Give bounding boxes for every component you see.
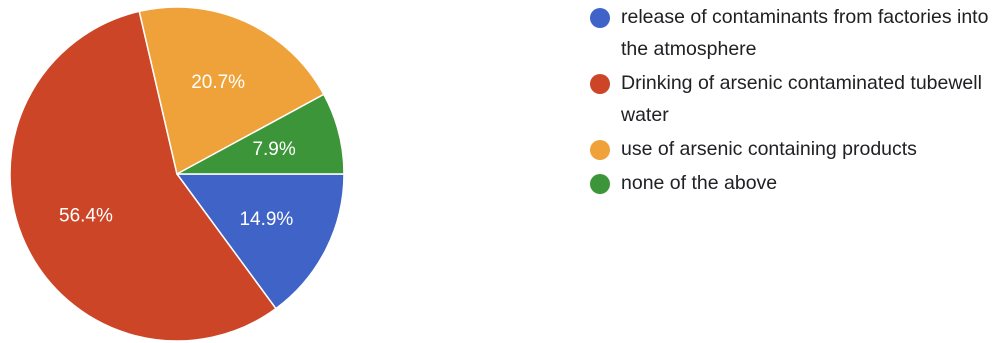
legend-item: Drinking of arsenic contaminated tubewel… (590, 72, 1000, 131)
pie-slice (9, 10, 277, 342)
legend-label: Drinking of arsenic contaminated tubewel… (621, 72, 982, 126)
legend-item: release of contaminants from factories i… (590, 6, 1000, 65)
legend-swatch (590, 140, 610, 160)
slice-data-label: 7.9% (252, 139, 295, 160)
slice-data-label: 56.4% (59, 205, 113, 226)
legend-swatch (590, 74, 610, 94)
legend-label: release of contaminants from factories i… (621, 6, 989, 60)
legend-swatch (590, 174, 610, 194)
legend-label: use of arsenic containing products (621, 138, 917, 160)
pie-slice (138, 6, 325, 176)
pie-slice (175, 173, 345, 310)
legend-item: none of the above (590, 172, 1000, 199)
pie-slice (176, 93, 345, 175)
chart-legend: release of contaminants from factories i… (590, 6, 1000, 206)
legend-item: use of arsenic containing products (590, 138, 1000, 165)
slice-data-label: 20.7% (191, 72, 245, 93)
legend-swatch (590, 8, 610, 28)
legend-label: none of the above (621, 172, 778, 194)
slice-data-label: 14.9% (239, 209, 293, 230)
